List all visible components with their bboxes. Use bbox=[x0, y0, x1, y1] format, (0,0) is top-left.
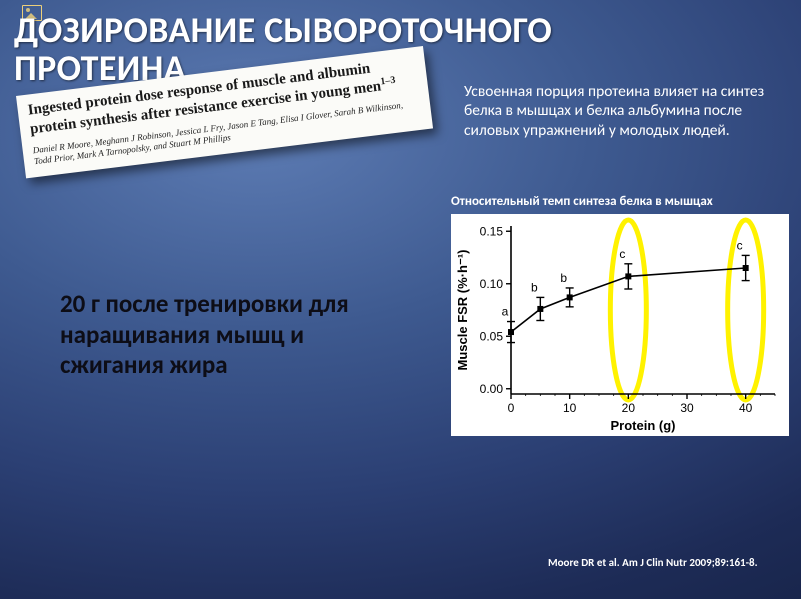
citation-text: Moore DR et al. Am J Clin Nutr 2009;89:1… bbox=[548, 556, 788, 569]
slide: ДОЗИРОВАНИЕ СЫВОРОТОЧНОГО ПРОТЕИНА Inges… bbox=[0, 0, 801, 599]
svg-text:0.10: 0.10 bbox=[480, 277, 504, 291]
conclusion-text: 20 г после тренировки для наращивания мы… bbox=[60, 289, 405, 381]
svg-text:Protein (g): Protein (g) bbox=[611, 418, 676, 433]
svg-text:b: b bbox=[531, 280, 538, 294]
chart-container: 0.00 0.05 0.10 0.15 0 10 20 30 40 Protein (g) Musc… bbox=[451, 214, 789, 436]
svg-text:b: b bbox=[560, 271, 567, 285]
svg-text:30: 30 bbox=[680, 401, 694, 415]
svg-text:40: 40 bbox=[739, 401, 753, 415]
svg-text:Muscle FSR (%·h⁻¹): Muscle FSR (%·h⁻¹) bbox=[455, 250, 470, 371]
summary-text: Усвоенная порция протеина влияет на синт… bbox=[464, 82, 774, 140]
muscle-fsr-chart: 0.00 0.05 0.10 0.15 0 10 20 30 40 Protein (g) Musc… bbox=[451, 214, 789, 436]
svg-text:10: 10 bbox=[563, 401, 577, 415]
svg-text:0: 0 bbox=[508, 401, 515, 415]
svg-text:0.00: 0.00 bbox=[480, 382, 504, 396]
chart-caption: Относительный темп синтеза белка в мышца… bbox=[451, 194, 789, 209]
svg-text:a: a bbox=[502, 305, 509, 319]
svg-text:0.05: 0.05 bbox=[480, 329, 504, 343]
svg-text:20: 20 bbox=[622, 401, 636, 415]
svg-text:c: c bbox=[737, 238, 743, 252]
paper-title-sup: 1–3 bbox=[380, 75, 396, 88]
svg-text:0.15: 0.15 bbox=[480, 224, 504, 238]
svg-text:c: c bbox=[619, 247, 625, 261]
